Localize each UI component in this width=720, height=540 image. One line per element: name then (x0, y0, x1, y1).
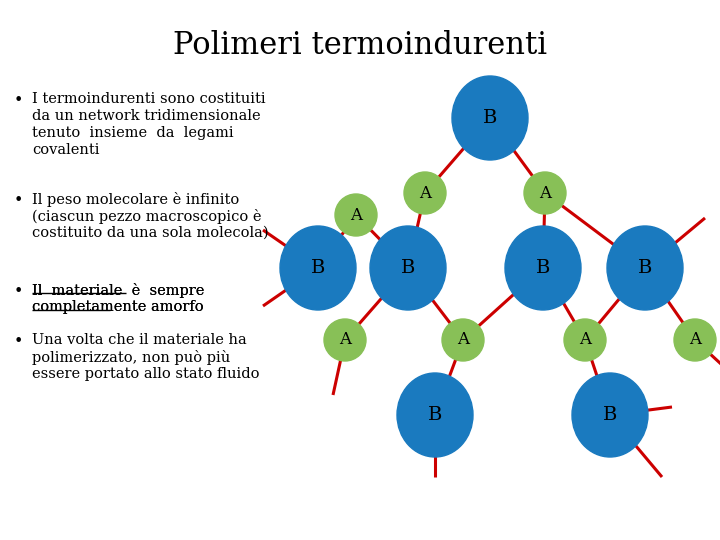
Text: A: A (339, 332, 351, 348)
Text: B: B (603, 406, 617, 424)
Text: Il  materiale  è  sempre: Il materiale è sempre (32, 283, 204, 298)
Text: B: B (536, 259, 550, 277)
Text: •: • (14, 283, 23, 300)
Ellipse shape (397, 373, 473, 457)
Text: A: A (419, 185, 431, 201)
Text: •: • (14, 92, 23, 109)
Text: Il  materiale  è  sempre: Il materiale è sempre (32, 283, 204, 298)
Text: A: A (350, 206, 362, 224)
Text: Il peso molecolare è infinito: Il peso molecolare è infinito (32, 192, 239, 207)
Ellipse shape (370, 226, 446, 310)
Text: completamente amorfo: completamente amorfo (32, 300, 204, 314)
Text: I termoindurenti sono costituiti: I termoindurenti sono costituiti (32, 92, 266, 106)
Text: •: • (14, 333, 23, 350)
Circle shape (524, 172, 566, 214)
Text: B: B (638, 259, 652, 277)
Text: covalenti: covalenti (32, 143, 99, 157)
Text: A: A (539, 185, 551, 201)
Text: B: B (311, 259, 325, 277)
Text: Una volta che il materiale ha: Una volta che il materiale ha (32, 333, 247, 347)
Text: essere portato allo stato fluido: essere portato allo stato fluido (32, 367, 259, 381)
Circle shape (324, 319, 366, 361)
Text: B: B (483, 109, 498, 127)
Circle shape (404, 172, 446, 214)
Text: •: • (14, 192, 23, 209)
Text: B: B (401, 259, 415, 277)
Circle shape (442, 319, 484, 361)
Circle shape (335, 194, 377, 236)
Ellipse shape (607, 226, 683, 310)
Text: da un network tridimensionale: da un network tridimensionale (32, 109, 261, 123)
Text: A: A (457, 332, 469, 348)
Ellipse shape (452, 76, 528, 160)
Text: A: A (579, 332, 591, 348)
Text: Polimeri termoindurenti: Polimeri termoindurenti (173, 30, 547, 61)
Ellipse shape (280, 226, 356, 310)
Text: costituito da una sola molecola): costituito da una sola molecola) (32, 226, 269, 240)
Text: polimerizzato, non può più: polimerizzato, non può più (32, 350, 230, 365)
Ellipse shape (572, 373, 648, 457)
Text: tenuto  insieme  da  legami: tenuto insieme da legami (32, 126, 233, 140)
Circle shape (564, 319, 606, 361)
Text: (ciascun pezzo macroscopico è: (ciascun pezzo macroscopico è (32, 209, 261, 224)
Text: B: B (428, 406, 442, 424)
Text: A: A (689, 332, 701, 348)
Circle shape (674, 319, 716, 361)
Ellipse shape (505, 226, 581, 310)
Text: completamente amorfo: completamente amorfo (32, 300, 204, 314)
